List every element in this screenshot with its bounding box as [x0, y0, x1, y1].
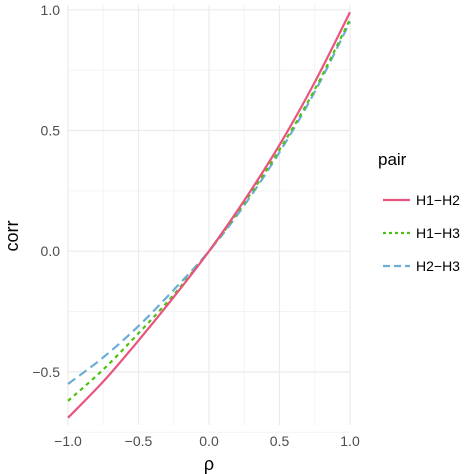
legend: pair H1−H2 H1−H3 H2−H3 — [378, 150, 460, 274]
series-line-H1−H3 — [67, 18, 351, 402]
y-tick-label: 0.0 — [41, 243, 61, 259]
x-tick-label: −1.0 — [54, 433, 82, 449]
y-axis-title: corr — [2, 220, 22, 251]
legend-label: H2−H3 — [416, 258, 460, 274]
x-tick-label: 0.5 — [270, 433, 290, 449]
grid — [67, 5, 351, 433]
legend-label: H1−H2 — [416, 192, 460, 208]
x-tick-label: 0.0 — [199, 433, 219, 449]
x-tick-label: −0.5 — [125, 433, 153, 449]
tick-labels: −1.0 −0.5 0.0 0.5 1.0 −0.5 0.0 0.5 1.0 — [32, 2, 360, 449]
y-tick-label: −0.5 — [32, 364, 60, 380]
series-line-H1−H2 — [67, 11, 351, 419]
legend-title: pair — [378, 150, 407, 169]
legend-label: H1−H3 — [416, 225, 460, 241]
series-line-H2−H3 — [67, 21, 351, 385]
x-axis-title: ρ — [204, 454, 214, 474]
y-tick-label: 1.0 — [41, 2, 61, 18]
series-lines — [67, 11, 351, 419]
x-tick-label: 1.0 — [340, 433, 360, 449]
y-tick-label: 0.5 — [41, 123, 61, 139]
